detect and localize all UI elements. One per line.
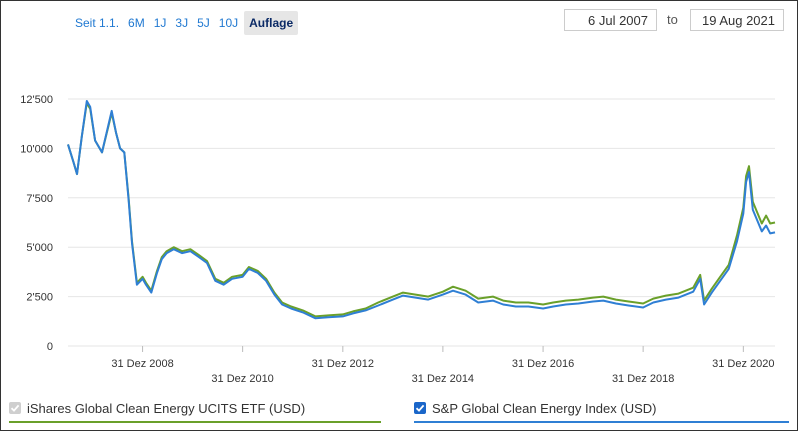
x-tick-label: 31 Dez 2018 xyxy=(612,373,674,385)
line-chart: 0 2'500 5'000 7'500 10'000 12'500 31 Dez 2008… xyxy=(20,94,776,385)
y-tick-label: 10'000 xyxy=(20,143,53,155)
range-selector: Seit 1.1. 6M 1J 3J 5J 10J Auflage xyxy=(72,11,301,35)
range-button-inception[interactable]: Auflage xyxy=(244,11,299,35)
date-from-input[interactable]: 6 Jul 2007 xyxy=(564,9,657,31)
legend-item-sp-index[interactable]: S&P Global Clean Energy Index (USD) xyxy=(414,395,789,423)
x-tick-label: 31 Dez 2020 xyxy=(712,358,774,370)
x-axis: 31 Dez 2008 31 Dez 2010 31 Dez 2012 31 Dez … xyxy=(111,346,775,385)
range-button-1y[interactable]: 1J xyxy=(153,16,167,30)
y-tick-label: 12'500 xyxy=(20,94,53,106)
x-tick-label: 31 Dez 2016 xyxy=(512,358,574,370)
y-tick-label: 5'000 xyxy=(26,242,53,254)
x-tick-label: 31 Dez 2014 xyxy=(412,373,474,385)
range-button-10y[interactable]: 10J xyxy=(218,16,239,30)
checkbox-disabled-icon[interactable] xyxy=(9,402,21,414)
range-button-3y[interactable]: 3J xyxy=(175,16,189,30)
series-line-ishares xyxy=(67,102,776,318)
legend-item-ishares[interactable]: iShares Global Clean Energy UCITS ETF (U… xyxy=(9,395,381,423)
range-button-6m[interactable]: 6M xyxy=(128,16,145,30)
chart-series xyxy=(67,100,776,320)
range-button-5y[interactable]: 5J xyxy=(197,16,210,30)
chart-grid xyxy=(68,98,775,347)
y-tick-label: 0 xyxy=(47,341,53,353)
legend-label-ishares: iShares Global Clean Energy UCITS ETF (U… xyxy=(27,400,306,416)
y-tick-label: 7'500 xyxy=(26,193,53,205)
checkbox-checked-icon[interactable] xyxy=(414,402,426,414)
x-tick-label: 31 Dez 2010 xyxy=(211,373,273,385)
legend-label-sp-index: S&P Global Clean Energy Index (USD) xyxy=(432,400,657,416)
date-to-input[interactable]: 19 Aug 2021 xyxy=(690,9,784,31)
series-line-sp-index xyxy=(67,100,776,320)
date-range-separator: to xyxy=(667,12,678,27)
y-axis: 0 2'500 5'000 7'500 10'000 12'500 xyxy=(20,94,53,353)
range-button-ytd[interactable]: Seit 1.1. xyxy=(75,16,120,30)
y-tick-label: 2'500 xyxy=(26,292,53,304)
x-tick-label: 31 Dez 2012 xyxy=(312,358,374,370)
x-tick-label: 31 Dez 2008 xyxy=(111,358,173,370)
